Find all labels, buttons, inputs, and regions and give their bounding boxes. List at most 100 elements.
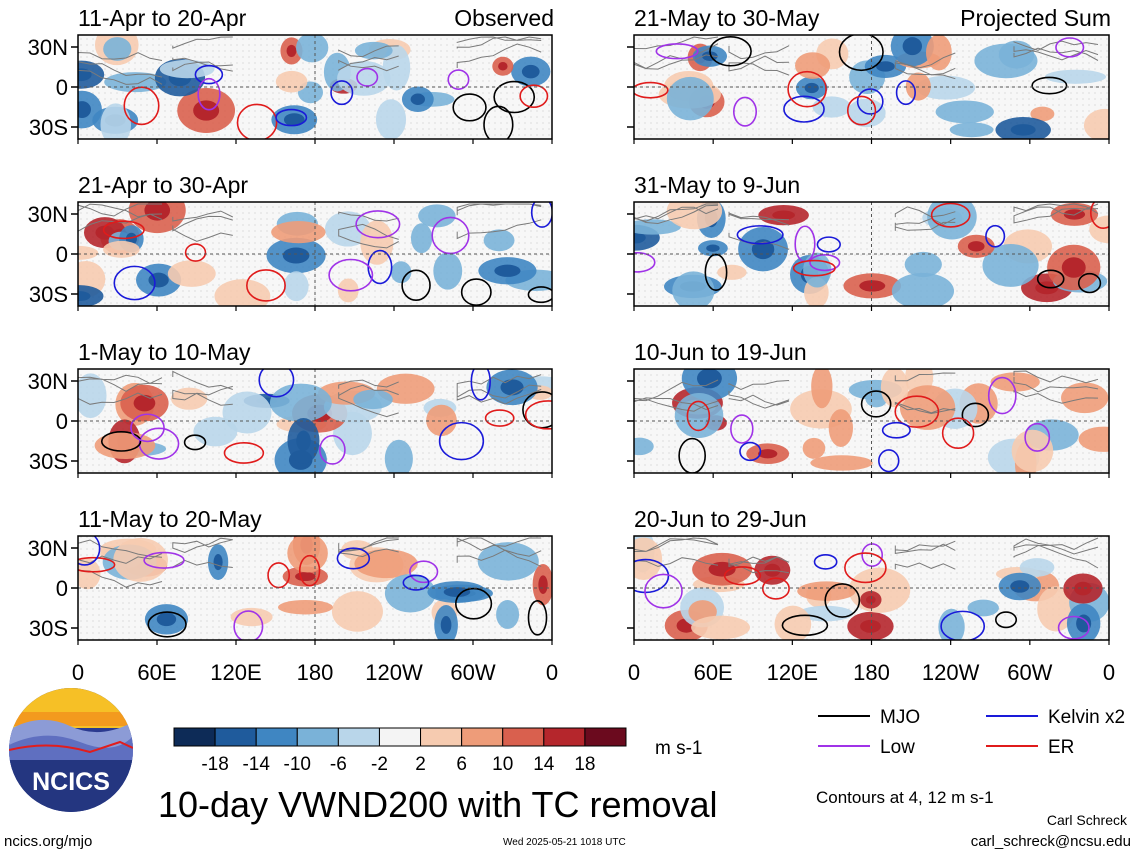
anomaly-patch <box>477 542 539 581</box>
anomaly-patch <box>904 251 942 278</box>
anomaly-core <box>133 394 156 412</box>
wave-contour <box>686 400 711 432</box>
anomaly-core <box>538 575 548 594</box>
anomaly-patch <box>880 369 909 408</box>
anomaly-patch <box>271 221 326 244</box>
anomaly-patch <box>283 271 309 302</box>
wave-contour <box>519 84 549 108</box>
x-tick-label: 60E <box>137 660 176 685</box>
anomaly-patch <box>938 608 965 640</box>
anomaly-patch <box>811 369 833 409</box>
coastline <box>1013 203 1099 224</box>
anomaly-core <box>296 430 311 452</box>
colorbar-tick-label: -10 <box>284 754 311 775</box>
anomaly-core <box>859 280 886 292</box>
wave-contour <box>1036 269 1065 289</box>
legend-label: Low <box>880 737 915 758</box>
anomaly-core <box>1074 581 1092 596</box>
anomaly-patch <box>828 409 853 447</box>
wave-contour <box>792 259 836 277</box>
colorbar-swatch <box>214 727 257 747</box>
legend-label: ER <box>1048 737 1074 758</box>
anomaly-core <box>706 244 720 252</box>
coastline <box>894 206 956 231</box>
anomaly-core <box>78 101 91 119</box>
wave-contour <box>856 88 884 115</box>
anomaly-core <box>410 93 425 105</box>
x-tick-label: 60W <box>450 660 495 685</box>
wave-contour <box>452 93 487 122</box>
anomaly-core <box>866 595 876 604</box>
footer-url[interactable]: ncics.org/mjo <box>4 833 93 850</box>
figure-title: 10-day VWND200 with TC removal <box>158 784 718 825</box>
coastline <box>894 540 956 570</box>
panel-title: 11-May to 20-May <box>78 506 262 532</box>
anomaly-patch <box>384 574 436 613</box>
colorbar-tick-label: 6 <box>456 754 467 775</box>
anomaly-patch <box>672 271 715 306</box>
colorbar-tick-label: 10 <box>492 754 513 775</box>
anomaly-core <box>758 449 778 459</box>
anomaly-core <box>1010 124 1036 136</box>
coastline <box>894 52 956 80</box>
coastline <box>456 374 542 405</box>
anomaly-core <box>521 64 540 79</box>
ncics-logo: NCICS <box>9 688 133 812</box>
wave-contour <box>184 243 207 262</box>
wave-contour <box>1057 615 1090 640</box>
anomaly-core <box>876 61 895 72</box>
author-email[interactable]: carl_schreck@ncsu.edu <box>970 833 1131 850</box>
coastline <box>1013 537 1099 569</box>
wave-contour <box>236 103 278 139</box>
anomaly-core <box>1061 257 1086 278</box>
anomaly-core <box>860 619 881 633</box>
anomaly-patch <box>935 100 994 124</box>
wave-contour <box>401 269 431 301</box>
wave-contour <box>878 449 900 473</box>
anomaly-patch <box>275 70 308 93</box>
wave-contour <box>736 225 784 245</box>
wave-contour <box>1024 422 1051 452</box>
colorbar-swatch <box>543 727 586 747</box>
anomaly-patch <box>982 244 1039 287</box>
anomaly-patch <box>810 455 873 471</box>
coastline <box>894 372 956 415</box>
wave-contour <box>881 421 911 439</box>
x-tick-label: 120E <box>767 660 818 685</box>
anomaly-core <box>156 612 177 627</box>
colorbar-swatch <box>173 727 216 747</box>
anomaly-patch <box>331 591 383 632</box>
anomaly-core <box>283 113 305 127</box>
colorbar-swatch <box>502 727 545 747</box>
panel-title: 21-May to 30-May <box>634 5 820 31</box>
anomaly-core <box>295 571 316 582</box>
wave-contour <box>634 251 656 273</box>
wave-contour <box>493 80 536 114</box>
coastline <box>172 36 233 72</box>
wave-contour <box>846 95 877 126</box>
x-tick-label: 0 <box>546 660 558 685</box>
wave-contour <box>454 587 493 620</box>
wave-contour <box>838 35 884 72</box>
anomaly-patch <box>433 252 463 290</box>
anomaly-patch <box>674 392 724 438</box>
coastline <box>728 211 790 250</box>
anomaly-core <box>498 62 508 71</box>
anomaly-core <box>696 369 722 389</box>
wave-contour <box>484 409 515 427</box>
coastline <box>456 203 542 240</box>
coastline <box>78 51 163 85</box>
coastline <box>634 379 719 412</box>
wave-contour <box>634 81 669 99</box>
wave-contour <box>233 610 264 640</box>
anomaly-patch <box>100 103 131 139</box>
anomaly-patch <box>802 437 826 459</box>
anomaly-core <box>286 44 297 58</box>
anomaly-patch <box>634 219 681 235</box>
wave-contour <box>987 376 1017 415</box>
anomaly-patch <box>1037 586 1075 632</box>
wave-contour <box>783 95 825 123</box>
wave-contour <box>704 253 728 292</box>
anomaly-patch <box>916 75 976 100</box>
